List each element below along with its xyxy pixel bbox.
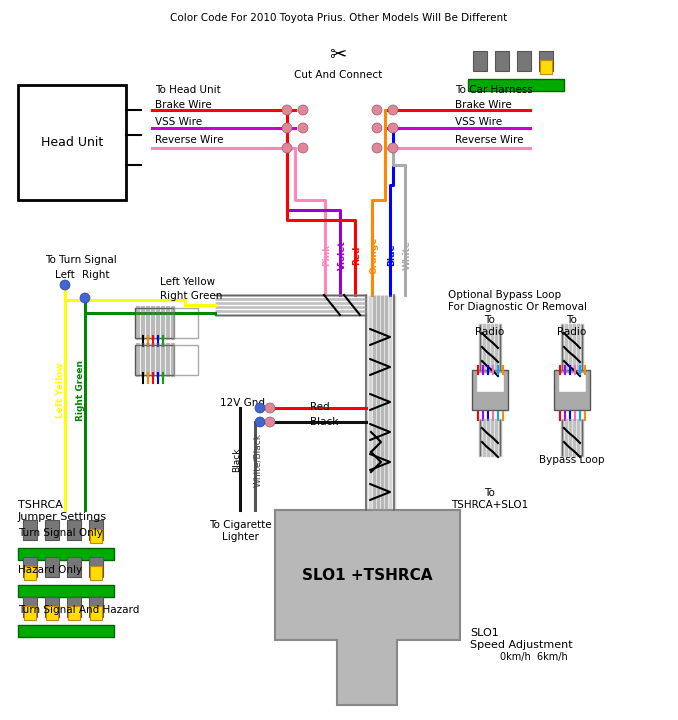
Text: To Car Harness: To Car Harness xyxy=(455,85,533,95)
Bar xyxy=(45,597,59,617)
Text: Orange: Orange xyxy=(370,236,378,274)
Text: White/Black: White/Black xyxy=(254,433,262,487)
Text: Red: Red xyxy=(310,402,330,412)
Bar xyxy=(89,597,103,617)
Circle shape xyxy=(298,123,308,133)
Circle shape xyxy=(80,293,90,303)
Text: White: White xyxy=(403,240,412,270)
Circle shape xyxy=(372,143,382,153)
Bar xyxy=(90,606,102,620)
Text: Turn Signal And Hazard: Turn Signal And Hazard xyxy=(18,605,140,615)
Text: Turn Signal Only: Turn Signal Only xyxy=(18,528,103,538)
Circle shape xyxy=(372,123,382,133)
Text: TSHRCA
Jumper Settings: TSHRCA Jumper Settings xyxy=(18,500,107,521)
Text: Right: Right xyxy=(82,270,110,280)
Bar xyxy=(45,557,59,577)
Text: Color Code For 2010 Toyota Prius. Other Models Will Be Different: Color Code For 2010 Toyota Prius. Other … xyxy=(170,13,508,23)
Circle shape xyxy=(388,123,398,133)
Text: SLO1 +TSHRCA: SLO1 +TSHRCA xyxy=(302,567,433,582)
Circle shape xyxy=(255,417,265,427)
Text: Head Unit: Head Unit xyxy=(41,136,103,149)
Bar xyxy=(89,520,103,540)
Text: Violet: Violet xyxy=(338,240,346,270)
Bar xyxy=(67,597,81,617)
Bar xyxy=(554,370,590,410)
Text: Right Green: Right Green xyxy=(75,359,85,420)
Bar xyxy=(18,585,114,597)
Text: To
Radio: To Radio xyxy=(557,315,586,337)
Text: 12V Gnd: 12V Gnd xyxy=(220,398,265,408)
Bar xyxy=(46,606,58,620)
Circle shape xyxy=(388,105,398,115)
Text: Red: Red xyxy=(353,246,361,265)
Text: SLO1
Speed Adjustment: SLO1 Speed Adjustment xyxy=(470,628,573,649)
Text: To
TSHRCA+SLO1: To TSHRCA+SLO1 xyxy=(452,488,529,510)
Circle shape xyxy=(298,105,308,115)
Bar xyxy=(476,372,504,392)
Bar xyxy=(174,345,198,375)
Bar xyxy=(540,60,552,74)
Bar xyxy=(174,308,198,338)
Text: To Cigarette
Lighter: To Cigarette Lighter xyxy=(209,520,271,541)
Circle shape xyxy=(265,403,275,413)
Circle shape xyxy=(372,105,382,115)
Text: Bypass Loop: Bypass Loop xyxy=(539,455,605,465)
Text: Reverse Wire: Reverse Wire xyxy=(455,135,523,145)
Bar xyxy=(68,606,80,620)
Text: Left Yellow: Left Yellow xyxy=(160,277,215,287)
Text: To
Radio: To Radio xyxy=(475,315,504,337)
Bar xyxy=(18,548,114,560)
Text: Optional Bypass Loop
For Diagnostic Or Removal: Optional Bypass Loop For Diagnostic Or R… xyxy=(448,290,587,312)
Bar xyxy=(495,51,509,71)
Polygon shape xyxy=(275,510,460,705)
Circle shape xyxy=(282,143,292,153)
Circle shape xyxy=(282,123,292,133)
Bar xyxy=(472,370,508,410)
Bar xyxy=(90,529,102,543)
Text: Black: Black xyxy=(233,448,241,472)
Bar xyxy=(67,520,81,540)
Text: To Head Unit: To Head Unit xyxy=(155,85,221,95)
Text: ✂: ✂ xyxy=(330,45,346,65)
Text: Black: Black xyxy=(310,417,338,427)
Text: Pink: Pink xyxy=(323,244,332,266)
Text: 0km/h  6km/h: 0km/h 6km/h xyxy=(500,652,567,662)
Bar xyxy=(18,85,126,200)
Bar xyxy=(135,345,174,375)
Circle shape xyxy=(298,143,308,153)
Text: Reverse Wire: Reverse Wire xyxy=(155,135,224,145)
Bar xyxy=(539,51,553,71)
Bar xyxy=(24,606,36,620)
Bar xyxy=(89,557,103,577)
Bar xyxy=(90,566,102,580)
Bar xyxy=(67,557,81,577)
Bar xyxy=(135,308,174,338)
Bar xyxy=(23,557,37,577)
Bar xyxy=(468,79,564,91)
Text: Right Green: Right Green xyxy=(160,291,222,301)
Bar xyxy=(23,597,37,617)
Text: Hazard Only: Hazard Only xyxy=(18,565,82,575)
Text: Brake Wire: Brake Wire xyxy=(455,100,512,110)
Text: Cut And Connect: Cut And Connect xyxy=(294,70,382,80)
Text: Brake Wire: Brake Wire xyxy=(155,100,212,110)
Circle shape xyxy=(60,280,70,290)
Circle shape xyxy=(265,417,275,427)
Circle shape xyxy=(282,105,292,115)
Bar xyxy=(517,51,531,71)
Text: Blue: Blue xyxy=(388,243,397,266)
Bar xyxy=(18,625,114,637)
Circle shape xyxy=(255,403,265,413)
Text: Left: Left xyxy=(55,270,75,280)
Bar xyxy=(473,51,487,71)
Bar xyxy=(45,520,59,540)
Bar xyxy=(24,566,36,580)
Text: VSS Wire: VSS Wire xyxy=(155,117,202,127)
Text: Left Yellow: Left Yellow xyxy=(56,362,64,418)
Bar xyxy=(23,520,37,540)
Text: VSS Wire: VSS Wire xyxy=(455,117,502,127)
Bar xyxy=(558,372,586,392)
Text: To Turn Signal: To Turn Signal xyxy=(45,255,117,265)
Circle shape xyxy=(388,143,398,153)
